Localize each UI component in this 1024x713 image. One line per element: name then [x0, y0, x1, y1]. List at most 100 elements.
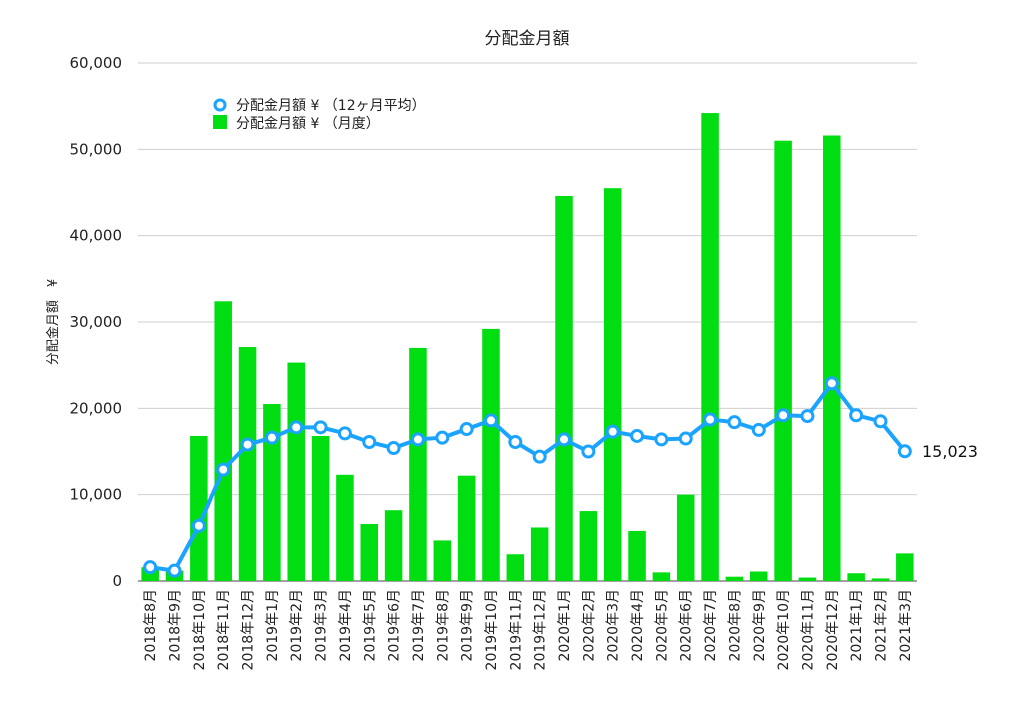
- x-tick-label: 2020年5月: [654, 589, 670, 662]
- x-tick-label: 2020年11月: [800, 589, 816, 670]
- bar: [384, 510, 403, 581]
- x-tick-label: 2019年5月: [362, 589, 378, 662]
- x-tick-label: 2019年4月: [338, 589, 354, 662]
- legend-bar-label: 分配金月額 ¥ （月度）: [236, 116, 380, 132]
- bar: [652, 572, 671, 581]
- legend-line-marker: [213, 98, 227, 112]
- line-point: [240, 437, 255, 452]
- bar: [263, 404, 281, 581]
- legend: 分配金月額 ¥ （12ヶ月平均） 分配金月額 ¥ （月度）: [213, 98, 426, 132]
- line-point: [362, 435, 377, 450]
- y-tick-label: 60,000: [70, 54, 123, 72]
- bar: [823, 135, 841, 581]
- bar: [725, 576, 744, 581]
- line-point: [459, 422, 474, 437]
- bar: [871, 578, 890, 581]
- line-point: [800, 409, 815, 424]
- x-tick-label: 2019年6月: [387, 589, 403, 662]
- x-tick-label: 2020年6月: [679, 589, 695, 662]
- line-point: [143, 560, 158, 575]
- line-point: [191, 518, 206, 533]
- bar: [579, 511, 598, 581]
- line-point: [386, 441, 401, 456]
- chart-title: 分配金月額: [485, 29, 570, 49]
- line-point: [605, 424, 620, 439]
- x-tick-label: 2018年9月: [168, 589, 184, 662]
- x-tick-label: 2019年7月: [411, 589, 427, 662]
- y-axis-label: 分配金月額 ¥: [45, 279, 61, 365]
- line-point: [824, 376, 839, 391]
- x-tick-label: 2019年2月: [289, 589, 305, 662]
- bar: [701, 113, 719, 581]
- line-point: [897, 444, 912, 459]
- x-tick-label: 2020年7月: [703, 589, 719, 662]
- x-tick-label: 2021年1月: [849, 589, 865, 662]
- line-point: [508, 435, 523, 450]
- bar: [238, 347, 257, 581]
- x-tick-label: 2020年9月: [752, 589, 768, 662]
- bar-layer: [141, 113, 914, 581]
- line-point: [313, 420, 328, 435]
- y-tick-label: 50,000: [70, 140, 123, 158]
- bar: [628, 530, 646, 581]
- line-point: [727, 415, 742, 430]
- line-point: [289, 420, 304, 435]
- x-tick-label: 2019年12月: [533, 589, 549, 670]
- x-tick-label: 2018年11月: [216, 589, 232, 670]
- line-point: [216, 462, 231, 477]
- bar: [360, 524, 379, 581]
- line-point: [557, 432, 572, 447]
- bar: [847, 573, 865, 581]
- x-tick-label: 2020年10月: [776, 589, 792, 670]
- legend-line-label: 分配金月額 ¥ （12ヶ月平均）: [236, 98, 426, 114]
- x-tick-label: 2019年11月: [508, 589, 524, 670]
- line-point: [630, 428, 645, 443]
- bar: [798, 577, 817, 581]
- bar: [530, 527, 549, 581]
- x-tick-label: 2020年8月: [727, 589, 743, 662]
- x-tick-label: 2020年2月: [581, 589, 597, 662]
- x-tick-label: 2019年3月: [314, 589, 330, 662]
- axis-layer: 0 10,000 20,000 30,000 40,000 50,000 60,000 201…: [70, 54, 914, 670]
- line-point: [167, 563, 182, 578]
- x-tick-label: 2020年12月: [825, 589, 841, 670]
- bar: [409, 347, 427, 581]
- line-layer: [143, 376, 912, 578]
- bar: [603, 188, 622, 581]
- bar: [896, 553, 914, 581]
- x-tick-label: 2021年3月: [898, 589, 914, 662]
- line-point: [435, 430, 450, 445]
- x-tick-label: 2021年2月: [873, 589, 889, 662]
- bar: [506, 554, 525, 581]
- line-point: [337, 426, 352, 441]
- end-value-label: 15,023: [922, 442, 978, 461]
- line-point: [581, 444, 596, 459]
- bar: [457, 475, 476, 581]
- line-point: [483, 413, 498, 428]
- line-point: [751, 422, 766, 437]
- bar: [311, 435, 330, 581]
- x-tick-label: 2018年10月: [192, 589, 208, 670]
- line-point: [654, 432, 669, 447]
- line-point: [410, 432, 425, 447]
- y-tick-label: 20,000: [70, 399, 123, 417]
- line-point: [776, 408, 791, 423]
- line-point: [678, 431, 693, 446]
- x-tick-label: 2019年10月: [484, 589, 500, 670]
- x-tick-label: 2019年1月: [265, 589, 281, 662]
- bar: [190, 435, 208, 581]
- y-tick-label: 10,000: [70, 486, 123, 504]
- x-tick-label: 2020年4月: [630, 589, 646, 662]
- bar: [676, 494, 695, 581]
- x-tick-label: 2019年9月: [460, 589, 476, 662]
- line-point: [873, 414, 888, 429]
- x-tick-label: 2018年12月: [241, 589, 257, 670]
- y-tick-label: 0: [112, 572, 122, 590]
- bar: [433, 540, 452, 581]
- x-tick-label: 2020年3月: [606, 589, 622, 662]
- bar: [287, 362, 305, 581]
- y-tick-label: 30,000: [70, 313, 123, 331]
- bar: [774, 140, 792, 581]
